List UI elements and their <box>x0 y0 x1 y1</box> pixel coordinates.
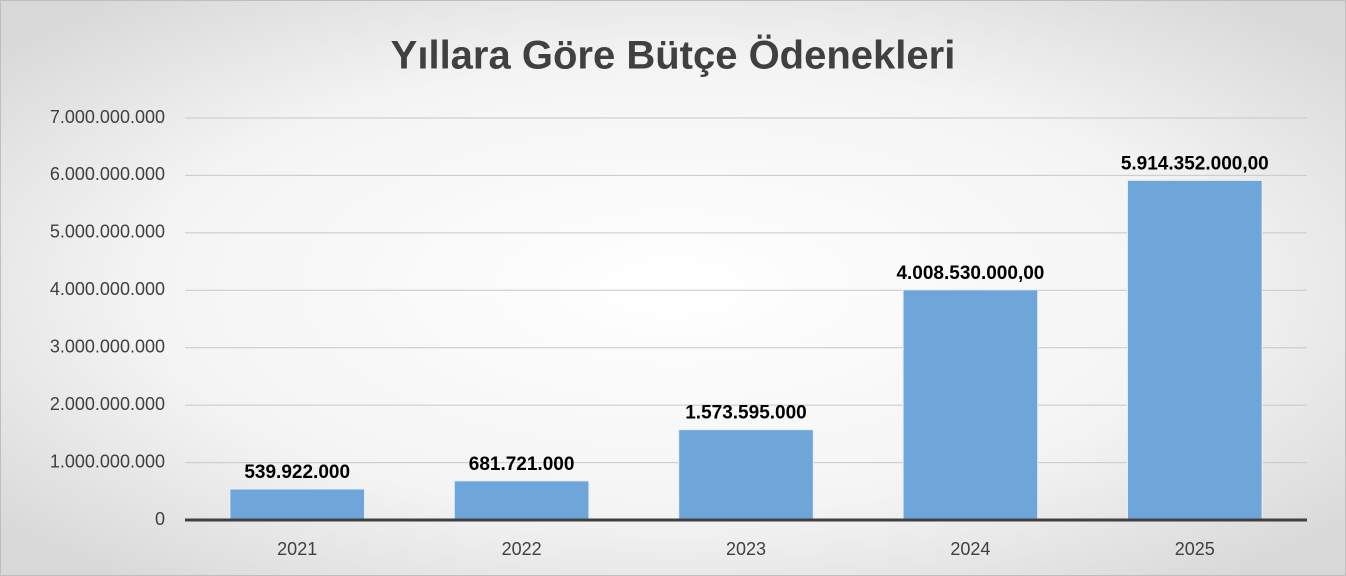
y-tick-label: 1.000.000.000 <box>50 451 165 471</box>
bar <box>902 289 1039 521</box>
y-tick-label: 3.000.000.000 <box>50 336 165 356</box>
bar <box>678 429 814 521</box>
data-label: 4.008.530.000,00 <box>896 263 1044 284</box>
data-label: 5.914.352.000,00 <box>1121 153 1269 174</box>
data-label: 539.922.000 <box>244 462 350 483</box>
y-tick-label: 6.000.000.000 <box>50 164 165 184</box>
chart-title: Yıllara Göre Bütçe Ödenekleri <box>391 33 956 78</box>
y-tick-label: 5.000.000.000 <box>50 222 165 242</box>
bar <box>453 480 590 521</box>
x-tick-label: 2023 <box>726 539 766 559</box>
bar <box>229 488 366 521</box>
x-tick-label: 2024 <box>950 539 990 559</box>
y-tick-label: 2.000.000.000 <box>50 394 165 414</box>
bar <box>1126 179 1263 521</box>
x-tick-label: 2025 <box>1175 539 1215 559</box>
data-label: 1.573.595.000 <box>685 403 807 424</box>
x-tick-label: 2022 <box>502 539 542 559</box>
y-tick-label: 4.000.000.000 <box>50 279 165 299</box>
y-tick-label: 0 <box>155 509 165 529</box>
x-tick-label: 2021 <box>277 539 317 559</box>
y-tick-label: 7.000.000.000 <box>50 107 165 127</box>
data-label: 681.721.000 <box>469 454 575 475</box>
